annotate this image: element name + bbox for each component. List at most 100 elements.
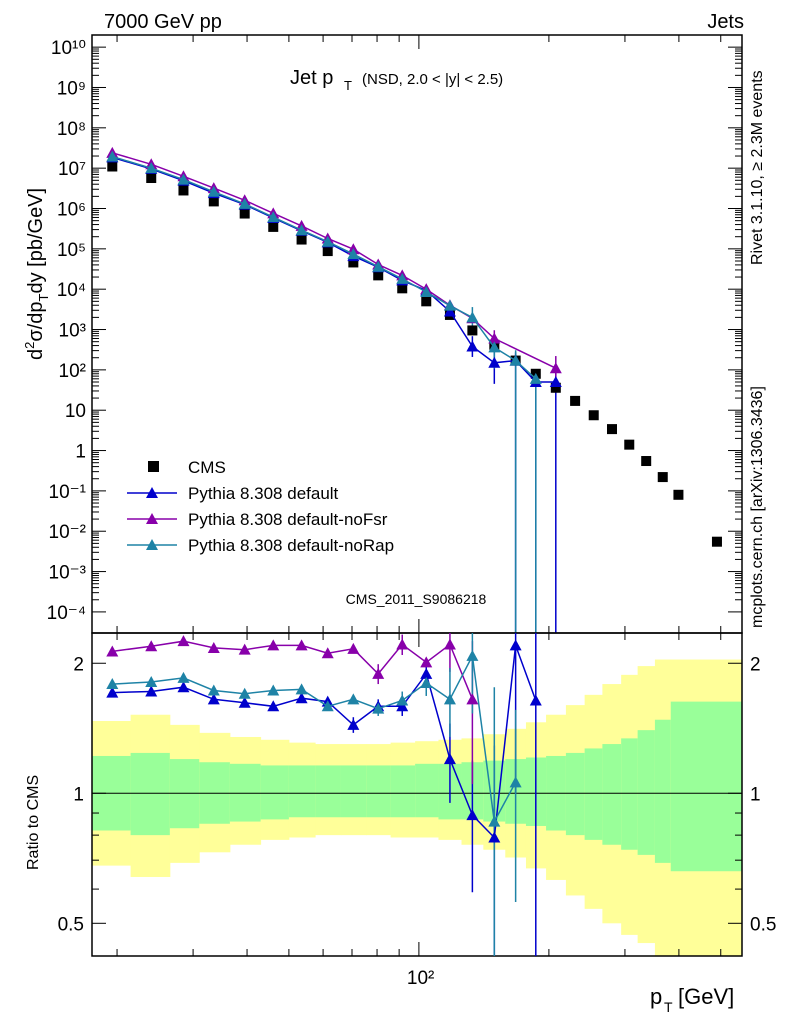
data-point bbox=[396, 694, 409, 706]
data-point bbox=[145, 675, 158, 687]
data-point bbox=[397, 283, 408, 294]
data-point bbox=[106, 645, 119, 657]
data-point bbox=[443, 299, 456, 311]
data-point bbox=[373, 270, 384, 281]
y-tick-label: 10⁵ bbox=[57, 240, 86, 261]
data-point bbox=[443, 305, 456, 317]
series-pythia-8-308-default-norap bbox=[106, 150, 542, 384]
legend-marker bbox=[148, 461, 159, 472]
stat-band-green bbox=[366, 765, 392, 818]
data-point bbox=[396, 638, 409, 650]
data-point bbox=[550, 382, 561, 393]
data-point bbox=[145, 685, 158, 697]
data-point bbox=[177, 681, 190, 693]
data-point bbox=[488, 341, 501, 353]
y-tick-label: 10⁸ bbox=[57, 119, 86, 140]
data-point bbox=[420, 667, 433, 679]
data-point bbox=[396, 272, 409, 284]
y-axis-label: d2σ/dpTdy [pb/GeV] bbox=[22, 188, 51, 360]
series-line bbox=[112, 156, 556, 383]
legend-label: Pythia 8.308 default bbox=[188, 484, 339, 503]
series-pythia-8-308-default-nofsr bbox=[106, 146, 562, 374]
stat-band-green bbox=[390, 765, 416, 818]
legend-marker bbox=[146, 539, 158, 550]
svg-text:p: p bbox=[650, 984, 662, 1009]
svg-text:(NSD, 2.0 < |y| < 2.5): (NSD, 2.0 < |y| < 2.5) bbox=[362, 71, 503, 88]
data-point bbox=[295, 224, 308, 236]
stat-band-green bbox=[621, 738, 639, 850]
data-point bbox=[239, 208, 250, 219]
y-tick-label: 10⁻¹ bbox=[49, 482, 87, 503]
rivet-label: Rivet 3.1.10, ≥ 2.3M events bbox=[749, 70, 766, 265]
data-point bbox=[588, 410, 599, 421]
y-tick-label: 1 bbox=[75, 442, 86, 463]
data-point bbox=[466, 311, 479, 323]
data-point bbox=[321, 647, 334, 659]
data-point bbox=[396, 700, 409, 712]
data-point bbox=[372, 702, 385, 714]
title-rest: (NSD, 2.0 < |y| < 2.5) bbox=[362, 71, 503, 88]
xlabel-unit: [GeV] bbox=[678, 984, 734, 1009]
data-point bbox=[238, 687, 251, 699]
data-point bbox=[106, 678, 119, 690]
y-tick-label: 10⁻⁴ bbox=[47, 603, 86, 624]
plot-title: Jet p T (NSD, 2.0 < |y| < 2.5) bbox=[290, 67, 503, 93]
data-point bbox=[238, 696, 251, 708]
data-point bbox=[207, 684, 220, 696]
svg-text:d2σ/dpTdy [pb/GeV]: d2σ/dpTdy [pb/GeV] bbox=[22, 188, 51, 360]
data-point bbox=[624, 439, 635, 450]
x-tick-label: 10² bbox=[407, 968, 434, 989]
data-point bbox=[322, 246, 333, 257]
y-tick-label: 10³ bbox=[59, 321, 86, 342]
stat-band-green bbox=[340, 765, 367, 818]
stat-band-green bbox=[130, 752, 171, 836]
stat-band-green bbox=[415, 763, 439, 818]
legend-label: CMS bbox=[188, 458, 226, 477]
main-plot: 10¹⁰ 10⁹ 10⁸ 10⁷ 10⁶ 10⁵ 10⁴ 10³ 10² 10 1 10⁻¹ 10⁻² 1… bbox=[47, 34, 743, 634]
stat-band-green bbox=[315, 765, 342, 818]
data-point bbox=[207, 185, 220, 197]
stat-band-green bbox=[654, 719, 672, 863]
xlabel-main: p bbox=[650, 984, 662, 1009]
header-right: Jets bbox=[707, 11, 744, 33]
data-point bbox=[296, 234, 307, 245]
data-point bbox=[295, 639, 308, 651]
data-point bbox=[509, 776, 522, 788]
series-pythia-8-308-default-nofsr bbox=[106, 635, 479, 705]
y-tick-label: 10⁻² bbox=[49, 522, 87, 543]
legend: CMS Pythia 8.308 default Pythia 8.308 defa… bbox=[127, 458, 394, 555]
legend-label: Pythia 8.308 default-noRap bbox=[188, 536, 394, 555]
legend-marker bbox=[146, 513, 158, 524]
data-point bbox=[466, 649, 479, 661]
data-point bbox=[178, 185, 189, 196]
legend-item: CMS bbox=[148, 458, 226, 477]
data-point bbox=[509, 354, 522, 366]
ratio-tick-label-left: 2 bbox=[73, 654, 84, 675]
xlabel-sub: T bbox=[664, 999, 673, 1015]
data-point bbox=[641, 456, 652, 467]
data-point bbox=[267, 211, 280, 223]
data-point bbox=[657, 472, 668, 483]
data-point bbox=[420, 677, 433, 689]
data-point bbox=[295, 683, 308, 695]
x-axis-label: p T [GeV] bbox=[650, 984, 734, 1015]
data-point bbox=[466, 340, 479, 352]
data-point bbox=[145, 162, 158, 174]
legend-item: Pythia 8.308 default bbox=[127, 484, 339, 503]
ratio-frame bbox=[91, 632, 743, 957]
data-point bbox=[466, 809, 479, 821]
data-point bbox=[443, 753, 456, 765]
data-point bbox=[208, 196, 219, 207]
data-point bbox=[207, 641, 220, 653]
data-point bbox=[267, 684, 280, 696]
y-tick-label: 10² bbox=[59, 361, 86, 382]
data-point bbox=[549, 362, 562, 374]
data-point bbox=[607, 424, 617, 435]
stat-band-green bbox=[260, 765, 290, 820]
data-point bbox=[549, 376, 562, 388]
data-point bbox=[321, 235, 334, 247]
data-point bbox=[443, 638, 456, 650]
data-point bbox=[348, 257, 359, 268]
data-point bbox=[488, 332, 501, 344]
data-point bbox=[488, 356, 501, 368]
